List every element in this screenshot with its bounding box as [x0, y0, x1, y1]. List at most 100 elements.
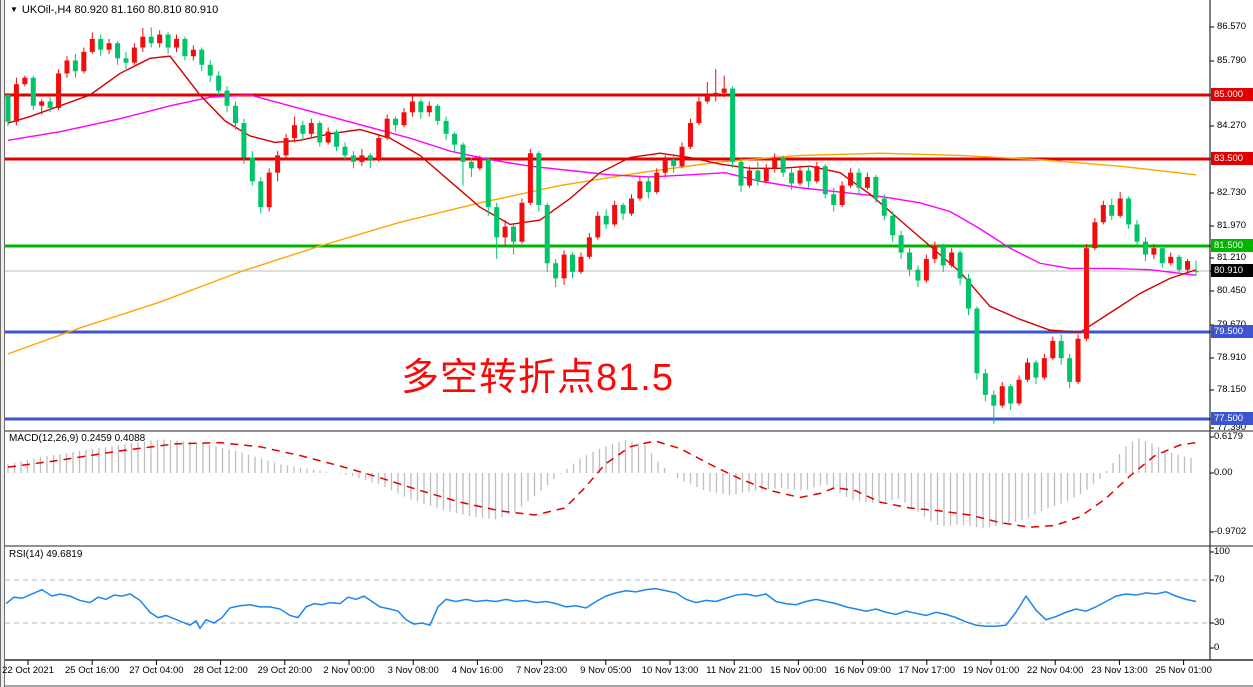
candle-body: [763, 168, 769, 182]
date-axis-label: 29 Oct 20:00: [257, 665, 312, 676]
candle-body: [814, 166, 820, 182]
candle-body: [72, 60, 78, 72]
candle-body: [1058, 340, 1064, 359]
candle-body: [721, 88, 727, 93]
candle-body: [628, 198, 634, 214]
candle-body: [216, 75, 222, 91]
indicator-axis-label: 0.6179: [1214, 431, 1244, 442]
candle-body: [384, 118, 390, 139]
candle-body: [915, 269, 921, 281]
candle-body: [957, 252, 963, 279]
candle-body: [174, 38, 180, 48]
candle-body: [64, 60, 70, 74]
candle-body: [561, 254, 567, 279]
price-axis-label: 77.390: [1217, 422, 1247, 433]
candle-body: [687, 123, 693, 147]
candle-body: [39, 101, 45, 106]
annotation-text: 多空转折点81.5: [401, 357, 674, 399]
date-axis-label: 22 Oct 2021: [2, 665, 54, 676]
rsi-line: [5, 587, 1197, 630]
rsi-indicator-label: RSI(14) 49.6819: [9, 549, 83, 560]
candle-body: [620, 205, 626, 214]
candle-body: [873, 176, 879, 199]
candle-body: [232, 105, 238, 124]
candle-body: [679, 146, 685, 167]
candle-body: [890, 215, 896, 236]
candle-body: [881, 198, 887, 216]
candle-body: [1168, 256, 1174, 264]
price-badge-83.500: 83.500: [1211, 152, 1253, 165]
candle-body: [848, 172, 854, 186]
slow-ma-line: [7, 152, 1197, 355]
date-axis-label: 4 Nov 16:00: [451, 665, 504, 676]
candle-body: [477, 159, 483, 169]
candle-body: [207, 64, 213, 76]
indicator-axis-label: 70: [1214, 574, 1225, 585]
candle-body: [89, 38, 95, 52]
candle-body: [342, 146, 348, 156]
candle-body: [443, 120, 449, 134]
price-badge-77.500: 77.500: [1211, 412, 1253, 425]
date-axis-label: 25 Oct 16:00: [64, 665, 120, 676]
candle-body: [1033, 362, 1039, 378]
candle-body: [856, 172, 862, 188]
price-axis-label: 79.670: [1217, 319, 1246, 331]
fast-ma-line: [7, 55, 1197, 334]
candle-body: [1100, 205, 1106, 223]
candle-body: [536, 153, 542, 206]
candle-body: [106, 43, 112, 50]
candle-body: [982, 373, 988, 395]
candle-body: [1159, 248, 1165, 264]
candle-body: [940, 246, 946, 266]
price-axis-label: 86.570: [1217, 21, 1247, 32]
candle-body: [140, 36, 146, 48]
candle-body: [418, 101, 424, 113]
candle-body: [1193, 271, 1199, 273]
candle-body: [131, 47, 137, 63]
candle-body: [805, 170, 811, 182]
candle-body: [755, 170, 761, 182]
candle-body: [367, 155, 373, 160]
candle-body: [485, 159, 491, 208]
price-badge-80.910: 80.910: [1211, 264, 1253, 277]
candle-body: [974, 308, 980, 374]
candle-body: [199, 49, 205, 65]
candle-body: [822, 166, 828, 195]
price-badge-85.000: 85.000: [1211, 88, 1253, 101]
indicator-axis-label: 0.00: [1214, 467, 1233, 478]
candle-body: [460, 144, 466, 162]
candle-body: [789, 172, 795, 184]
candle-body: [258, 181, 264, 208]
candle-body: [519, 202, 525, 242]
candle-body: [1024, 362, 1030, 380]
indicator-axis-label: 0: [1214, 642, 1220, 653]
candle-body: [468, 161, 474, 169]
candle-body: [966, 278, 972, 309]
candle-body: [376, 138, 382, 160]
date-axis-label: 10 Nov 13:00: [641, 665, 699, 676]
price-axis-label: 81.210: [1217, 252, 1247, 263]
candle-body: [907, 252, 913, 270]
candle-body: [831, 194, 837, 206]
price-axis-label: 84.270: [1217, 120, 1247, 131]
macd-signal-line: [7, 440, 1197, 528]
candle-body: [56, 73, 62, 108]
date-axis-label: 7 Nov 23:00: [515, 665, 568, 676]
candle-body: [494, 207, 500, 238]
candle-body: [1067, 358, 1073, 382]
candle-body: [1109, 205, 1115, 216]
candle-body: [5, 95, 11, 122]
window-left-splitter[interactable]: [0, 0, 5, 687]
collapse-triangle-icon[interactable]: ▼: [10, 5, 18, 14]
candle-body: [1117, 198, 1123, 216]
candle-body: [797, 170, 803, 184]
candle-body: [603, 215, 609, 225]
candle-body: [190, 49, 196, 57]
date-axis-label: 28 Oct 12:00: [193, 665, 248, 676]
price-badge-79.500: 79.500: [1211, 325, 1253, 338]
price-axis-label: 78.910: [1217, 352, 1247, 363]
indicator-axis-label: 30: [1214, 617, 1225, 628]
candle-body: [241, 123, 247, 158]
